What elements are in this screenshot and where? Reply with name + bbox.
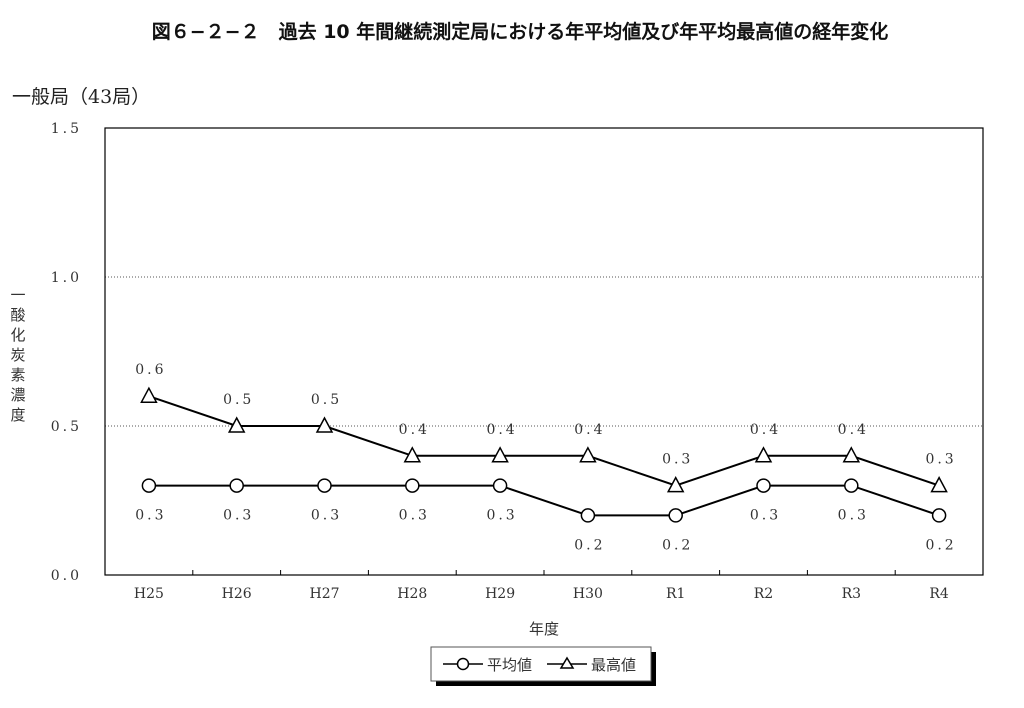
x-tick-label: H29 (485, 586, 515, 602)
legend-avg: 平均値 (487, 656, 532, 674)
plot-area (104, 127, 984, 576)
data-label: 0.3 (399, 508, 430, 524)
data-label: 0.2 (574, 537, 605, 553)
avg-point (756, 478, 771, 493)
avg-point (844, 478, 859, 493)
data-label: 0.3 (311, 508, 342, 524)
avg-point (317, 478, 332, 493)
avg-point (141, 478, 157, 493)
x-tick-label: H30 (573, 586, 603, 602)
svg-text:化: 化 (10, 326, 25, 344)
max-point (315, 416, 334, 433)
y-tick-label: 0.0 (51, 568, 82, 584)
data-label: 0.3 (925, 452, 956, 468)
series-line-avg (148, 484, 940, 517)
max-point (140, 386, 158, 403)
max-point (403, 446, 422, 463)
x-tick-label: R4 (929, 586, 949, 602)
data-label: 0.3 (486, 508, 517, 524)
avg-point (580, 508, 596, 523)
avg-point (229, 478, 244, 493)
max-point (579, 446, 597, 463)
avg-point (492, 478, 508, 493)
x-tick-label: R3 (842, 586, 861, 602)
svg-text:濃: 濃 (10, 386, 25, 404)
y-tick-label: 1.5 (51, 121, 82, 137)
svg-text:酸: 酸 (10, 306, 25, 324)
legend-circle-marker (456, 657, 470, 671)
data-label: 0.3 (223, 508, 254, 524)
data-label: 0.3 (838, 508, 869, 524)
x-tick-label: H28 (397, 586, 427, 602)
data-label: 0.3 (135, 508, 166, 524)
data-label: 0.5 (311, 392, 342, 408)
x-tick-label: R2 (754, 586, 773, 602)
legend: 平均値 最高値 (430, 646, 656, 686)
series-line-max (148, 395, 940, 487)
data-label: 0.2 (925, 537, 956, 553)
data-label: 0.2 (662, 537, 693, 553)
legend-triangle-marker (559, 656, 575, 669)
data-label: 0.4 (399, 422, 430, 438)
x-tick-label: H25 (134, 586, 164, 602)
data-label: 0.5 (223, 392, 254, 408)
data-label: 0.4 (750, 422, 781, 438)
avg-point (668, 508, 683, 523)
svg-text:炭: 炭 (10, 346, 25, 364)
svg-text:素: 素 (10, 366, 25, 384)
avg-point (405, 478, 420, 493)
data-label: 0.3 (750, 508, 781, 524)
x-tick-label: H26 (222, 586, 252, 602)
max-point (491, 446, 509, 463)
legend-max: 最高値 (591, 656, 636, 674)
max-point (227, 416, 246, 433)
max-point (842, 446, 861, 463)
data-label: 0.3 (662, 452, 693, 468)
max-point (930, 476, 948, 493)
avg-point (931, 508, 947, 523)
chart-title: 図６−２−２ 過去 10 年間継続測定局における年平均値及び年平均最高値の経年変… (152, 20, 889, 43)
data-label: 0.4 (486, 422, 517, 438)
x-axis-label: 年度 (529, 620, 559, 638)
svg-text:度: 度 (10, 406, 25, 424)
max-point (754, 446, 773, 463)
x-tick-label: R1 (666, 586, 685, 602)
y-tick-label: 1.0 (51, 270, 82, 286)
x-tick-label: H27 (309, 586, 339, 602)
data-label: 0.6 (135, 362, 166, 378)
y-tick-label: 0.5 (51, 419, 82, 435)
svg-text:一: 一 (10, 286, 25, 304)
data-label: 0.4 (838, 422, 869, 438)
data-label: 0.4 (574, 422, 605, 438)
chart-subtitle: 一般局（43局） (12, 86, 150, 108)
max-point (666, 476, 685, 493)
